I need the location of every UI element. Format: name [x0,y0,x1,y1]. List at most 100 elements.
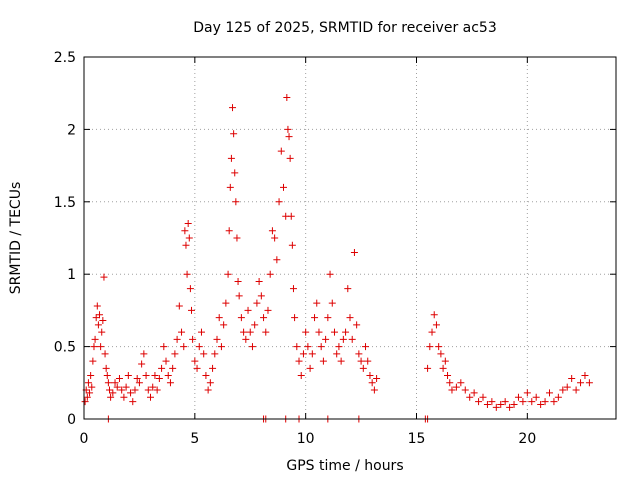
data-point [284,125,292,133]
data-point [319,357,327,365]
data-point [101,350,109,358]
data-point [107,393,115,401]
data-point [213,335,221,343]
data-point [266,270,274,278]
data-point [291,314,299,322]
data-point [109,389,117,397]
data-point [200,350,208,358]
data-point [180,343,188,351]
data-point [287,212,295,220]
data-point [501,398,509,406]
x-tick-label: 20 [518,431,536,447]
data-point [444,372,452,380]
data-point [111,379,119,387]
data-point [86,389,94,397]
data-point [559,386,567,394]
data-point [330,328,338,336]
data-point [140,350,148,358]
data-point [87,372,95,380]
data-point [550,398,558,406]
grid-lines [84,57,616,419]
data-point [452,383,460,391]
data-point [211,350,219,358]
data-point [304,343,312,351]
data-point [479,393,487,401]
data-point [461,386,469,394]
data-point [326,270,334,278]
data-point [355,350,363,358]
data-point [344,285,352,293]
data-point [428,328,436,336]
data-point [260,314,268,322]
data-point [353,321,361,329]
data-point [271,234,279,242]
data-point [84,379,92,387]
data-point [193,364,201,372]
data-point [131,386,139,394]
data-point [237,314,245,322]
data-point [563,383,571,391]
data-point [510,401,518,409]
data-point [286,154,294,162]
x-tick-label: 0 [80,431,89,447]
data-point [306,364,314,372]
data-point [217,343,225,351]
data-point [222,299,230,307]
data-point [317,343,325,351]
data-point [541,398,549,406]
y-tick-label: 0 [67,412,76,428]
data-point [89,357,97,365]
data-point [118,386,126,394]
data-point [97,343,105,351]
data-point [426,343,434,351]
data-point [435,343,443,351]
data-point [288,241,296,249]
data-point [432,321,440,329]
data-point [546,389,553,397]
y-tick-label: 2 [67,122,76,138]
data-point [100,273,108,281]
data-point [572,386,580,394]
data-point [246,328,254,336]
data-point [91,335,99,343]
data-point [96,311,104,319]
data-point [197,328,205,336]
data-point [470,389,478,397]
data-point [103,372,111,380]
data-point [162,357,170,365]
data-point [295,357,303,365]
data-point [333,350,341,358]
data-point [255,277,263,285]
data-point [99,317,107,325]
data-point [81,398,89,406]
data-point [227,154,235,162]
data-point [280,183,287,191]
data-point [315,328,323,336]
data-point [173,335,181,343]
data-point [537,401,545,409]
data-point [98,328,106,336]
data-point [514,393,522,401]
data-point [308,350,316,358]
data-point [158,364,166,372]
data-point [457,379,465,387]
data-point [138,360,146,368]
data-point [532,393,540,401]
data-point [430,311,438,319]
data-point [189,335,197,343]
data-point [439,364,447,372]
data-point [528,398,536,406]
data-point [105,386,113,394]
data-point [441,357,449,365]
data-point [492,403,500,411]
data-point [448,386,456,394]
data-point [257,292,265,300]
data-point [242,335,250,343]
data-point [577,379,585,387]
data-point [149,383,157,391]
data-point [302,328,310,336]
data-point [93,302,101,310]
data-point [115,374,123,382]
data-point [359,364,367,372]
